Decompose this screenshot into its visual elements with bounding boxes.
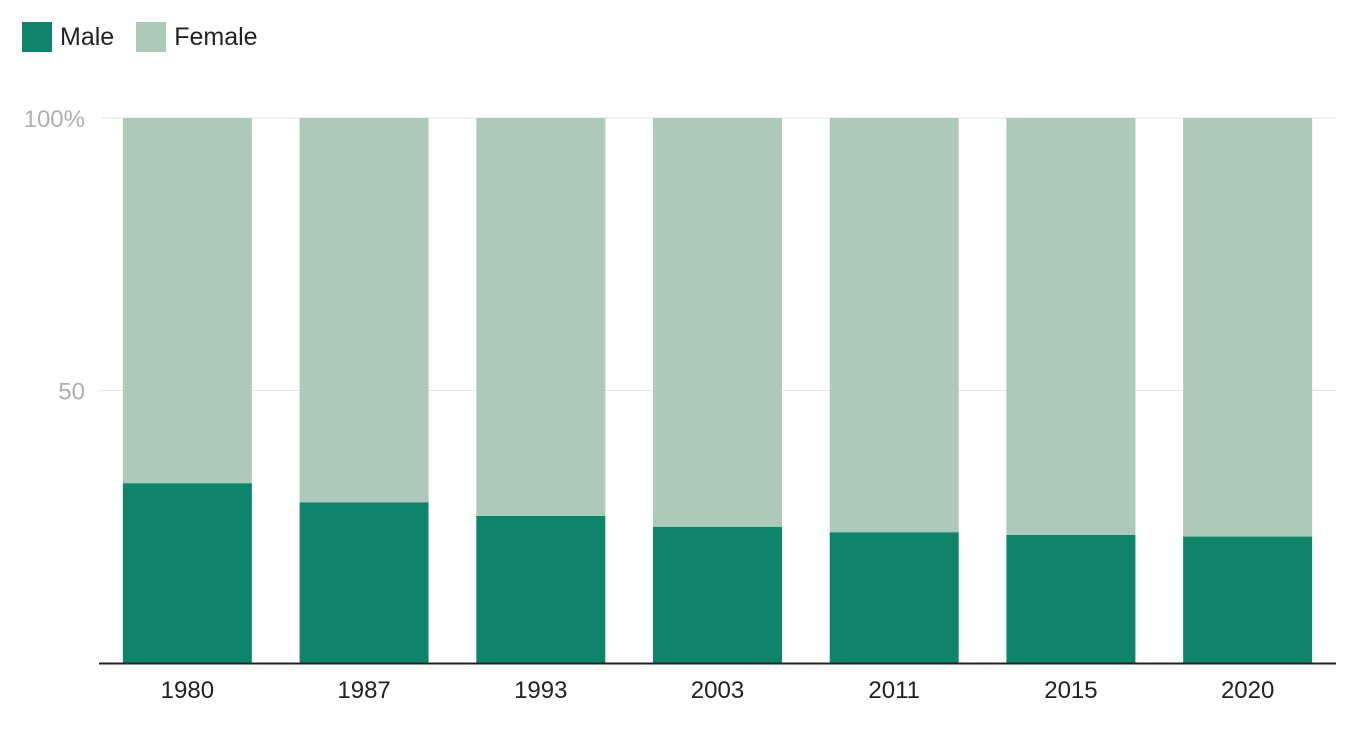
bar-male-2003 bbox=[653, 526, 782, 663]
bar-female-2003 bbox=[653, 118, 782, 527]
y-tick-label: 100% bbox=[24, 106, 85, 133]
x-tick-label-1993: 1993 bbox=[514, 677, 567, 704]
bar-female-1993 bbox=[476, 118, 606, 516]
bar-male-2020 bbox=[1183, 536, 1313, 663]
legend-item-female: Female bbox=[136, 22, 258, 52]
legend-label-male: Male bbox=[60, 22, 115, 51]
x-tick-label-2011: 2011 bbox=[868, 677, 920, 704]
x-tick-label-2003: 2003 bbox=[691, 677, 744, 704]
bar-male-2015 bbox=[1006, 534, 1136, 663]
legend-label-female: Female bbox=[174, 22, 258, 51]
y-tick-label: 50 bbox=[58, 379, 85, 406]
x-tick-label-2015: 2015 bbox=[1044, 677, 1097, 704]
bar-male-1993 bbox=[476, 515, 606, 663]
x-tick-label-2020: 2020 bbox=[1221, 677, 1274, 704]
x-tick-label-1987: 1987 bbox=[337, 677, 390, 704]
bar-male-2011 bbox=[829, 532, 959, 663]
bar-female-2020 bbox=[1183, 118, 1313, 537]
bar-female-2015 bbox=[1006, 118, 1136, 535]
bar-female-1987 bbox=[299, 118, 429, 503]
bar-male-1980 bbox=[122, 483, 252, 663]
legend-item-male: Male bbox=[22, 22, 114, 52]
legend-swatch-male bbox=[22, 22, 52, 52]
x-tick-label-1980: 1980 bbox=[161, 677, 214, 704]
bar-female-2011 bbox=[829, 118, 959, 533]
bar-male-1987 bbox=[299, 502, 429, 663]
legend-swatch-female bbox=[136, 22, 167, 52]
legend: Male Female bbox=[22, 22, 280, 52]
bar-female-1980 bbox=[122, 118, 252, 484]
